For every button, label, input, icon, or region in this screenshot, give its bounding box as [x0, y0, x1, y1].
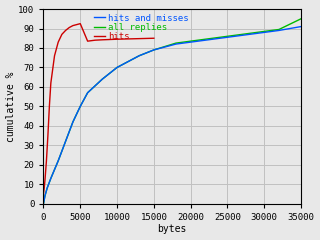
all replies [100, 78, 104, 81]
all replies [71, 120, 75, 123]
hits and misses [248, 32, 252, 35]
Y-axis label: cumulative %: cumulative % [5, 71, 16, 142]
hits [78, 22, 82, 25]
hits and misses [174, 42, 178, 45]
hits [52, 54, 56, 57]
hits [152, 37, 156, 40]
all replies [45, 187, 49, 190]
hits and misses [226, 35, 229, 38]
hits [49, 82, 53, 84]
hits [93, 39, 97, 42]
hits [56, 41, 60, 44]
Legend: hits and misses, all replies, hits: hits and misses, all replies, hits [94, 14, 188, 42]
all replies [56, 159, 60, 162]
hits [43, 179, 47, 182]
all replies [78, 105, 82, 108]
X-axis label: bytes: bytes [157, 224, 187, 234]
hits [42, 187, 46, 190]
hits and misses [100, 78, 104, 81]
hits [46, 134, 50, 137]
hits [67, 26, 71, 29]
hits and misses [115, 66, 119, 69]
Line: hits: hits [44, 24, 154, 194]
all replies [42, 202, 45, 205]
hits and misses [137, 54, 141, 57]
hits [115, 38, 119, 41]
hits [100, 38, 104, 41]
hits and misses [56, 159, 60, 162]
hits and misses [262, 30, 266, 33]
hits and misses [49, 177, 53, 180]
hits and misses [152, 48, 156, 51]
hits and misses [71, 120, 75, 123]
all replies [299, 25, 303, 28]
all replies [49, 177, 53, 180]
all replies [86, 91, 90, 94]
hits [44, 159, 48, 162]
all replies [115, 66, 119, 69]
hits [60, 33, 64, 36]
all replies [152, 48, 156, 51]
hits [71, 24, 75, 27]
hits and misses [78, 105, 82, 108]
hits [130, 37, 134, 40]
hits and misses [299, 17, 303, 20]
all replies [64, 140, 68, 143]
hits and misses [86, 91, 90, 94]
hits and misses [277, 28, 281, 31]
hits [42, 192, 45, 195]
all replies [189, 41, 193, 44]
all replies [277, 29, 281, 32]
Line: all replies: all replies [44, 27, 301, 204]
hits and misses [189, 40, 193, 43]
Line: hits and misses: hits and misses [44, 19, 301, 204]
hits [86, 40, 90, 43]
all replies [248, 33, 252, 36]
hits and misses [64, 140, 68, 143]
hits and misses [43, 194, 47, 197]
hits and misses [45, 187, 49, 190]
hits [47, 105, 51, 108]
all replies [262, 31, 266, 34]
hits and misses [42, 202, 45, 205]
all replies [226, 36, 229, 39]
all replies [174, 43, 178, 46]
all replies [43, 194, 47, 197]
all replies [137, 54, 141, 57]
hits [64, 29, 68, 32]
